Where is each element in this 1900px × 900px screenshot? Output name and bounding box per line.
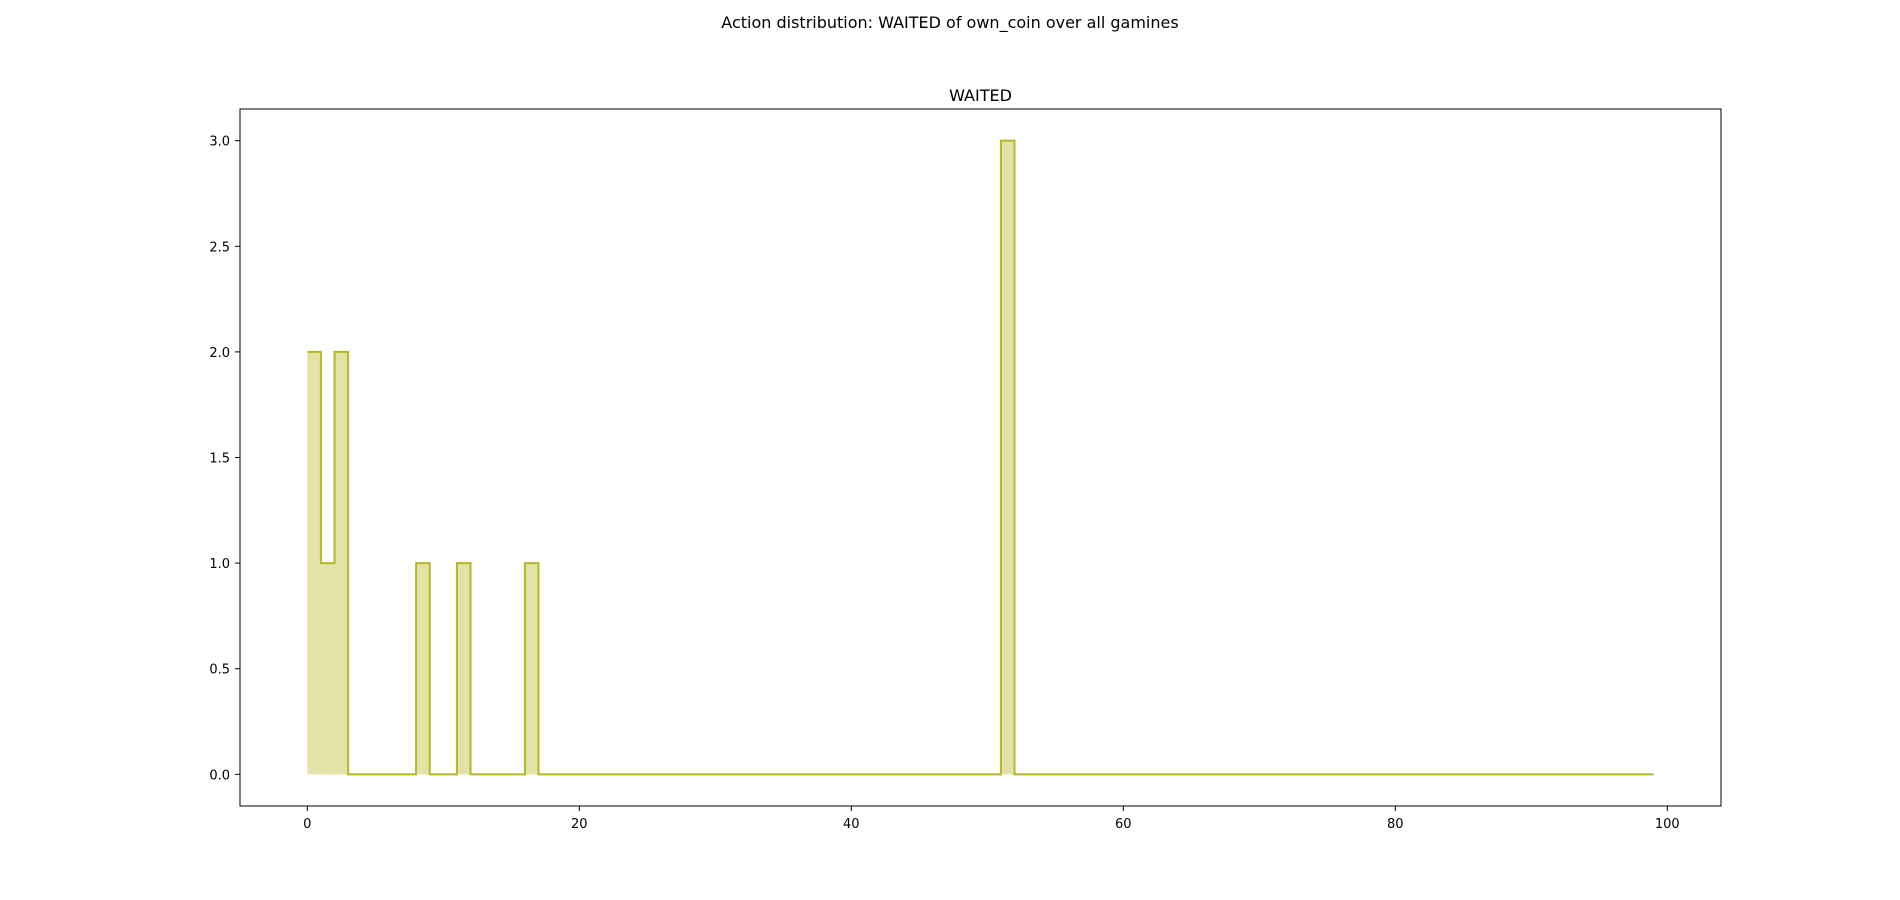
x-tick-label: 80 — [1387, 817, 1404, 832]
figure-suptitle: Action distribution: WAITED of own_coin … — [721, 13, 1179, 32]
y-axis: 0.0 0.5 1.0 1.5 2.0 2.5 3.0 — [209, 135, 240, 783]
series-fill-0 — [307, 140, 1654, 775]
y-tick-label: 2.0 — [209, 346, 230, 361]
y-tick-label: 3.0 — [209, 135, 230, 150]
chart-title: WAITED — [949, 86, 1012, 105]
x-axis: 0 20 40 60 80 100 — [303, 806, 1680, 832]
series-line-0 — [307, 139, 1654, 776]
y-tick-label: 0.0 — [209, 768, 230, 783]
x-tick-label: 40 — [843, 817, 860, 832]
y-tick-label: 0.5 — [209, 663, 230, 678]
plot-area — [307, 139, 1654, 776]
y-tick-label: 2.5 — [209, 240, 230, 255]
x-tick-label: 20 — [571, 817, 588, 832]
y-tick-label: 1.5 — [209, 452, 230, 467]
y-tick-label: 1.0 — [209, 557, 230, 572]
x-tick-label: 60 — [1115, 817, 1132, 832]
x-tick-label: 0 — [303, 817, 311, 832]
x-tick-label: 100 — [1655, 817, 1680, 832]
